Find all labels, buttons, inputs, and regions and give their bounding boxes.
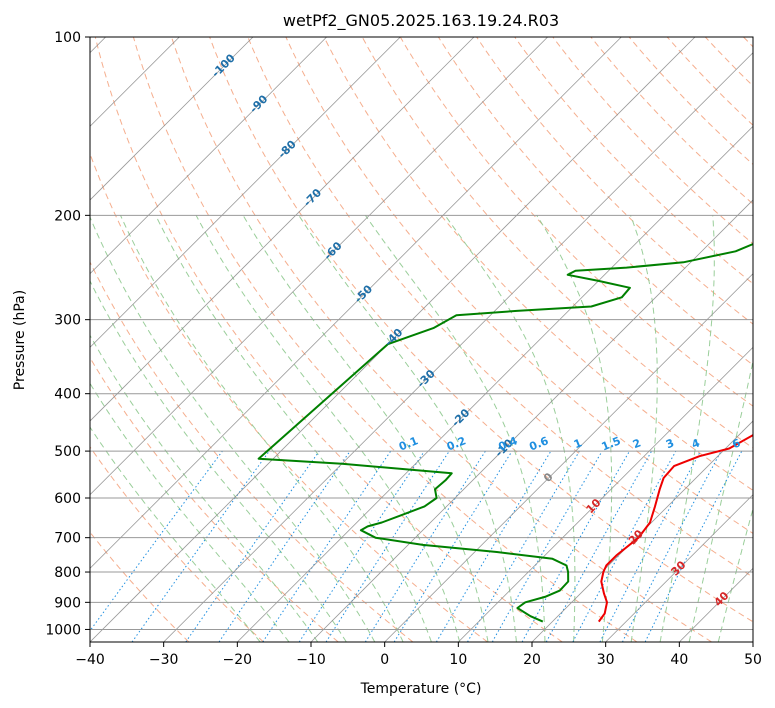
y-tick-label: 700 (54, 531, 81, 547)
moist-adiabat-line (120, 215, 404, 642)
isotherm-lines (90, 37, 753, 642)
isotherm-line (90, 37, 327, 275)
isotherm-line (605, 494, 753, 642)
dry-adiabat-line (247, 37, 753, 578)
x-tick-label: 10 (449, 652, 467, 668)
isotherm-line (90, 37, 254, 201)
mixing-ratio-line (131, 450, 270, 642)
x-axis-title: Temperature (°C) (360, 681, 482, 697)
x-axis: −40 −30 −20 −10 0 10 20 30 40 50 (75, 642, 762, 668)
x-tick-label: 50 (744, 652, 762, 668)
moist-adiabat-line (242, 215, 489, 642)
isotherm-line (90, 37, 475, 422)
moist-adiabat-line (195, 215, 461, 642)
dry-adiabat-line (90, 446, 264, 642)
mixing-ratio-lines (90, 450, 743, 642)
mixing-ratio-line (325, 450, 450, 642)
isotherm-line (90, 37, 696, 642)
mixing-ratio-line (644, 450, 743, 642)
isotherm-line (310, 199, 753, 642)
mixing-ratio-label: 1 (572, 436, 584, 451)
y-tick-label: 400 (54, 387, 81, 403)
y-tick-label: 200 (54, 208, 81, 224)
dewpoint-profile-line (257, 242, 753, 623)
x-tick-label: 30 (597, 652, 615, 668)
x-tick-label: −10 (296, 652, 326, 668)
moist-adiabat-line (536, 215, 613, 642)
x-tick-label: 0 (380, 652, 389, 668)
y-tick-label: 600 (54, 491, 81, 507)
isobar-lines (90, 37, 753, 630)
dry-adiabats (90, 37, 753, 642)
y-axis: 100 200 300 400 500 600 700 800 900 1000 (45, 30, 90, 638)
chart-title: wetPf2_GN05.2025.163.19.24.R03 (283, 11, 559, 31)
moist-adiabat-line (630, 215, 658, 642)
mixing-ratio-line (298, 450, 425, 642)
x-tick-label: 20 (523, 652, 541, 668)
dry-adiabat-line (90, 356, 339, 642)
moist-adiabat-line (90, 215, 376, 642)
dry-adiabat-line (90, 260, 414, 642)
x-tick-label: −20 (223, 652, 253, 668)
x-tick-label: −40 (75, 652, 105, 668)
y-tick-label: 800 (54, 565, 81, 581)
dry-adiabat-line (323, 37, 753, 491)
y-tick-label: 1000 (45, 622, 81, 638)
mixing-ratio-line (393, 450, 513, 642)
plot-area: -100-90-80-70-60-50-40-30-20-10010203040… (90, 37, 753, 642)
mixing-ratio-line (572, 450, 677, 642)
mixing-ratio-line (218, 450, 351, 642)
mixing-ratio-label: 3 (664, 436, 676, 451)
plot-frame (89, 36, 754, 643)
isotherm-line (458, 346, 753, 642)
isotherm-line (90, 37, 401, 348)
moist-adiabat-line (90, 426, 261, 642)
y-tick-label: 300 (54, 313, 81, 329)
y-tick-label: 900 (54, 595, 81, 611)
y-tick-label: 100 (54, 30, 81, 46)
mixing-ratio-line (90, 450, 223, 632)
isotherm-line (90, 37, 622, 569)
moist-adiabats (90, 215, 753, 642)
dry-adiabat-line (476, 37, 753, 325)
dry-adiabat-line (285, 37, 753, 535)
moist-adiabat-line (364, 215, 546, 642)
moist-adiabat-line (155, 215, 432, 642)
mixing-ratio-label: 2 (631, 436, 643, 451)
moist-adiabat-line (90, 334, 319, 642)
mixing-ratio-line (545, 450, 653, 642)
dry-adiabat-line (209, 37, 753, 623)
moist-adiabat-line (444, 215, 576, 642)
dry-adiabat-line (514, 37, 753, 285)
moist-adiabat-line (659, 215, 715, 642)
isotherm-line (384, 273, 753, 642)
x-tick-label: −30 (149, 652, 179, 668)
mixing-ratio-line (262, 450, 392, 642)
isotherm-line (90, 37, 548, 496)
y-tick-label: 500 (54, 444, 81, 460)
isotherm-line (237, 125, 753, 642)
isotherm-line (163, 52, 753, 642)
y-axis-title: Pressure (hPa) (12, 290, 28, 390)
x-tick-label: 40 (670, 652, 688, 668)
dry-adiabat-line (94, 37, 563, 642)
moist-adiabat-line (90, 279, 347, 642)
mixing-ratio-line (185, 450, 320, 642)
dry-adiabat-line (171, 37, 712, 642)
